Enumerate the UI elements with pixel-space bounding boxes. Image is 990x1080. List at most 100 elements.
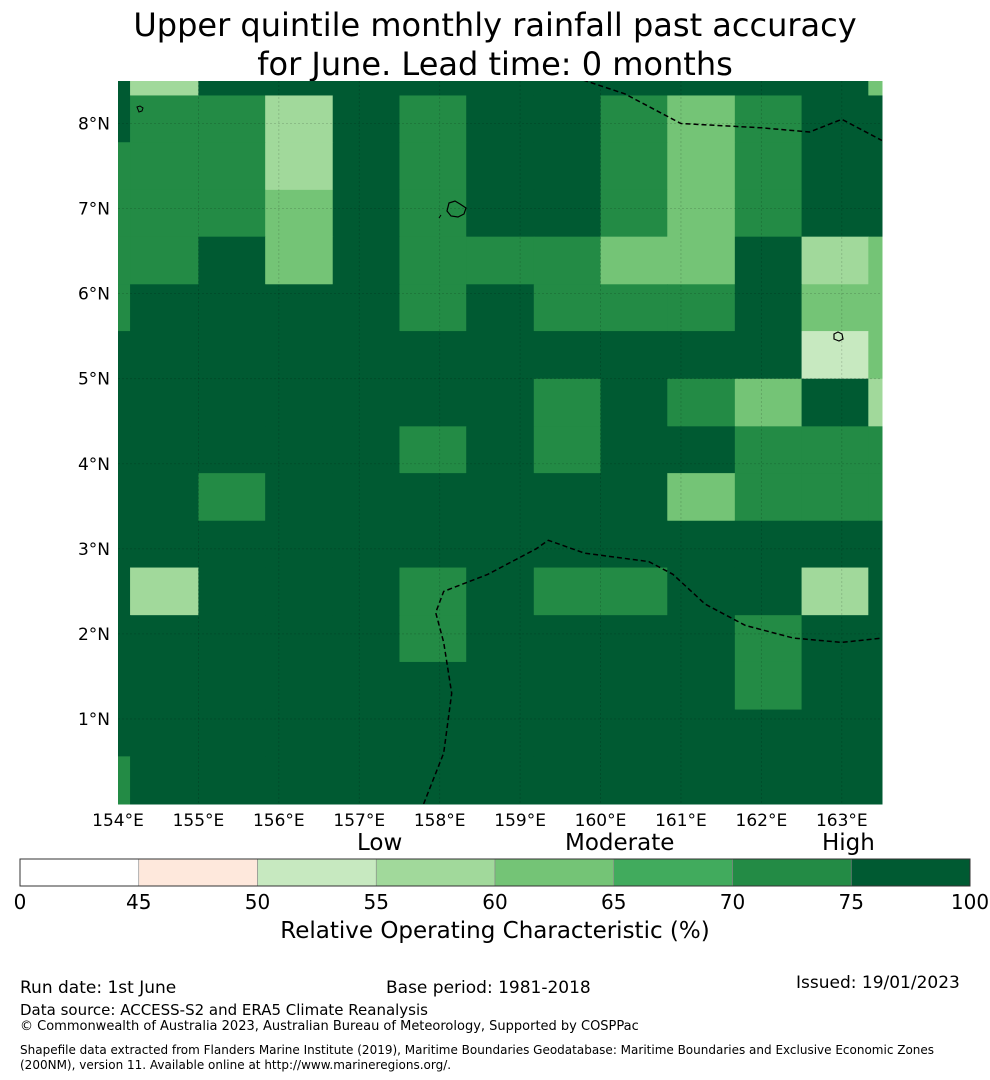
colorbar-tick-label: 50 (244, 890, 271, 914)
grid-cell (198, 81, 266, 96)
grid-cell (600, 520, 668, 569)
colorbar-tick-label: 55 (363, 890, 389, 914)
lat-tick-label: 7°N (78, 200, 110, 220)
grid-cell (265, 756, 334, 805)
grid-cell (734, 520, 803, 569)
island-outline (833, 331, 844, 342)
grid-cell (667, 81, 736, 96)
colorbar-segment (257, 858, 377, 887)
grid-cell (868, 661, 883, 711)
grid-cell (265, 378, 334, 427)
grid-cell (533, 567, 602, 616)
grid-cell (332, 189, 400, 238)
grid-cell (801, 615, 869, 663)
grid-cell (868, 142, 883, 191)
grid-cell (533, 189, 602, 238)
grid-cell (734, 95, 803, 143)
grid-cell (466, 709, 535, 757)
grid-cell (265, 709, 334, 757)
lon-tick-label: 159°E (494, 811, 546, 831)
grid-cell (130, 756, 199, 805)
islands (136, 105, 844, 342)
grid-cell (667, 426, 736, 474)
grid-cell (533, 426, 602, 474)
grid-cell (265, 426, 334, 474)
grid-cell (466, 81, 535, 96)
grid-cell (198, 756, 266, 805)
grid-cell (399, 142, 467, 191)
grid-cell (466, 661, 535, 711)
eez-boundary-line (422, 539, 882, 804)
shapefile-credit: Shapefile data extracted from Flanders M… (20, 1043, 935, 1072)
grid-cell (118, 189, 131, 238)
colorbar-tick-label: 100 (950, 890, 990, 914)
grid-cell (332, 426, 400, 474)
grid-cell (533, 378, 602, 427)
grid-cell (332, 615, 400, 663)
colorbar-tick-label: 65 (601, 890, 627, 914)
grid-cell (734, 189, 803, 238)
grid-cell (332, 95, 400, 143)
grid-cell (265, 473, 334, 522)
grid-cell (118, 709, 131, 757)
grid-cell (801, 378, 869, 427)
colorbar-segment (613, 858, 733, 887)
grid-cell (533, 615, 602, 663)
grid-cell (399, 615, 467, 663)
grid-cell (600, 709, 668, 757)
colorbar-frame (19, 858, 971, 887)
colorbar-segment (850, 858, 971, 887)
grid-cell (533, 756, 602, 805)
grid-cell (130, 81, 199, 96)
grid-cell (801, 426, 869, 474)
colorbar-segment (375, 858, 496, 887)
grid-cell (198, 142, 266, 191)
lon-tick-label: 162°E (736, 811, 788, 831)
colorbar-tick-label: 75 (838, 890, 864, 914)
grid-cell (466, 520, 535, 569)
lat-tick-label: 5°N (78, 370, 110, 390)
grid-cell (667, 661, 736, 711)
grid-cell (332, 756, 400, 805)
lat-tick-label: 6°N (78, 285, 110, 305)
grid-cell (130, 236, 199, 285)
grid-cell (801, 95, 869, 143)
grid-cell (868, 378, 883, 427)
grid-cell (734, 756, 803, 805)
issued-date: Issued: 19/01/2023 (796, 973, 960, 993)
grid-cell (399, 95, 467, 143)
grid-cell (118, 142, 131, 191)
grid-cell (734, 567, 803, 616)
lon-tick-label: 156°E (253, 811, 305, 831)
grid-cell (399, 189, 467, 238)
grid-cell (265, 331, 334, 380)
grid-cell (118, 756, 131, 805)
grid-cell (533, 81, 602, 96)
lon-tick-label: 155°E (173, 811, 225, 831)
grid-cell (118, 426, 131, 474)
grid-cell (198, 473, 266, 522)
eez-boundaries (422, 81, 882, 804)
grid-cell (265, 520, 334, 569)
grid-cell (332, 142, 400, 191)
grid-cell (118, 567, 131, 616)
grid-cell (198, 95, 266, 143)
grid-cell (600, 661, 668, 711)
category-moderate: Moderate (565, 830, 675, 856)
grid-cell (332, 331, 400, 380)
grid-cell (399, 236, 467, 285)
grid-cell (332, 236, 400, 285)
copyright: © Commonwealth of Australia 2023, Austra… (20, 1019, 639, 1034)
title-line-1: Upper quintile monthly rainfall past acc… (133, 6, 857, 44)
grid-cell (734, 615, 803, 663)
grid-cell (399, 426, 467, 474)
grid-cell (600, 615, 668, 663)
grid-cell (399, 709, 467, 757)
grid-cell (399, 661, 467, 711)
colorbar-segment (732, 858, 852, 887)
grid-cell (600, 189, 668, 238)
base-period: Base period: 1981-2018 (386, 978, 591, 998)
grid-cell (130, 284, 199, 332)
grid-cell (198, 284, 266, 332)
grid-cell (533, 95, 602, 143)
